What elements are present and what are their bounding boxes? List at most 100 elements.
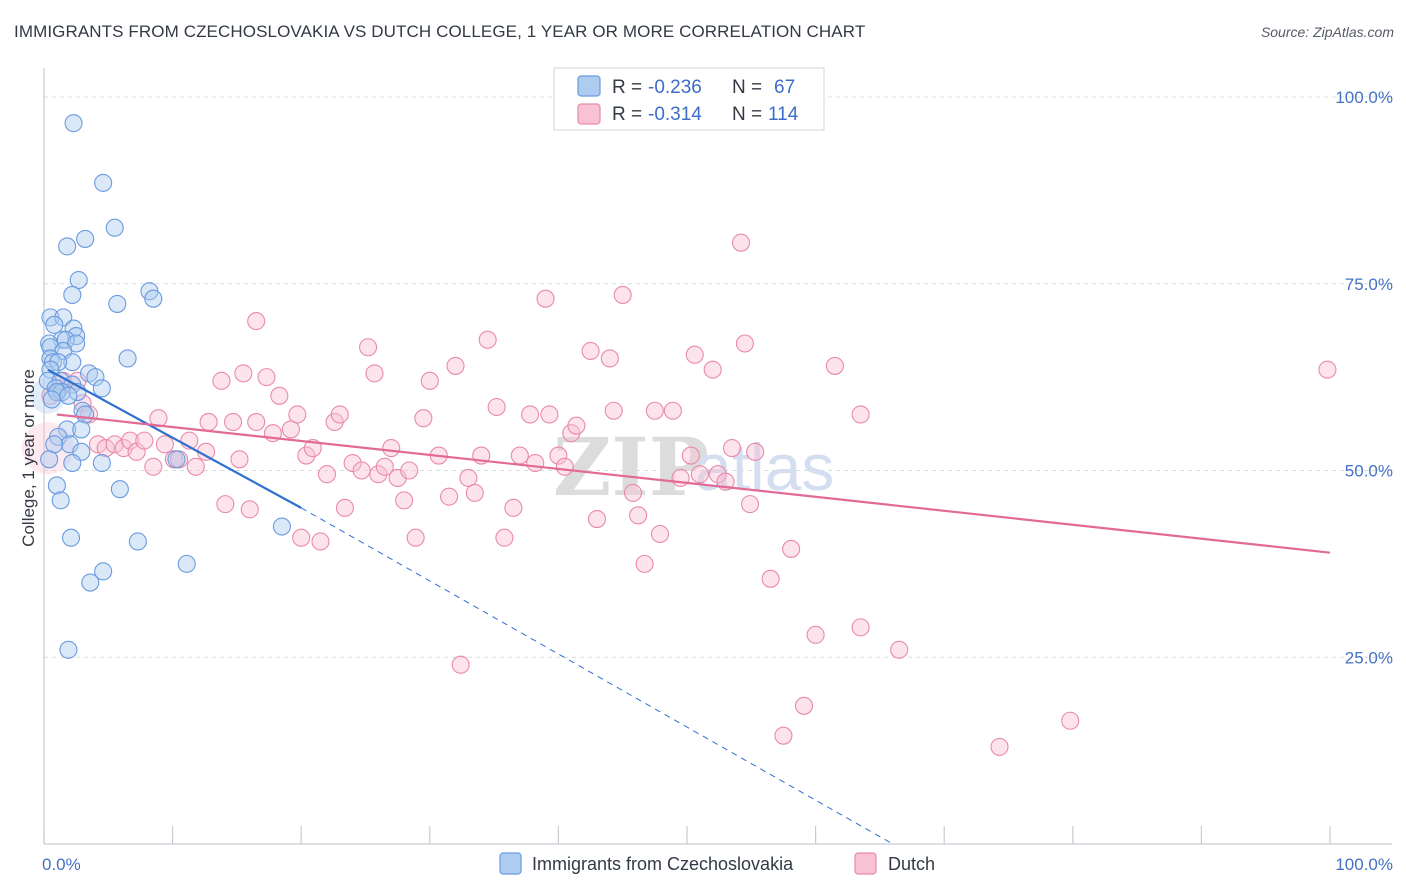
y-tick-label-2: 75.0% — [1345, 275, 1393, 294]
dutch-point-57 — [440, 487, 459, 506]
dutch-point-66 — [504, 498, 523, 517]
grid-lines — [44, 96, 1392, 658]
dutch-point-52 — [400, 461, 419, 480]
dutch-point-91 — [703, 360, 722, 379]
czech-point-25 — [49, 353, 68, 372]
dutch-point-10 — [121, 431, 140, 450]
dutch-point-55 — [420, 371, 439, 390]
y-tick-label-3: 100.0% — [1335, 88, 1393, 107]
dutch-point-99 — [761, 569, 780, 588]
dutch-point-63 — [478, 330, 497, 349]
dutch-point-38 — [311, 532, 330, 551]
czech-point-47 — [167, 450, 186, 469]
x-tick-label-1: 100.0% — [1335, 855, 1393, 874]
chart-title: IMMIGRANTS FROM CZECHOSLOVAKIA VS DUTCH … — [14, 22, 866, 41]
dutch-point-104 — [825, 356, 844, 375]
legend-n-label-1: N = — [732, 77, 762, 98]
dutch-point-27 — [240, 500, 259, 519]
x-tick-label-0: 0.0% — [42, 855, 81, 874]
dutch-point-13 — [144, 457, 163, 476]
dutch-point-103 — [806, 625, 825, 644]
dutch-point-100 — [774, 726, 793, 745]
series-legend: Immigrants from Czechoslovakia Dutch — [499, 852, 935, 875]
dutch-point-79 — [604, 401, 623, 420]
dutch-point-53 — [406, 528, 425, 547]
dutch-point-15 — [155, 435, 174, 454]
dutch-point-78 — [600, 349, 619, 368]
dutch-point-24 — [223, 412, 243, 431]
dutch-point-41 — [330, 405, 349, 424]
dutch-point-94 — [722, 439, 742, 458]
dutch-point-107 — [890, 640, 909, 659]
dutch-point-70 — [540, 405, 559, 424]
dutch-point-88 — [681, 446, 700, 465]
dutch-point-4 — [73, 394, 92, 413]
legend-r-value-1: -0.236 — [648, 77, 702, 98]
dutch-point-44 — [352, 461, 371, 480]
legend-r-label-2: R = — [612, 104, 642, 125]
dutch-point-21 — [199, 412, 218, 431]
dutch-point-90 — [690, 465, 709, 484]
czech-points — [29, 114, 291, 659]
dutch-point-34 — [288, 405, 307, 424]
dutch-point-64 — [487, 397, 506, 417]
y-tick-label-0: 25.0% — [1345, 648, 1393, 667]
dutch-point-85 — [650, 524, 670, 544]
czech-point-37 — [59, 386, 78, 405]
dutch-point-39 — [317, 465, 336, 484]
dutch-point-65 — [495, 528, 514, 547]
czech-point-4 — [58, 237, 77, 256]
dutch-trend-line — [56, 413, 1331, 554]
dutch-point-105 — [851, 405, 870, 424]
czech-trend-line — [47, 368, 302, 509]
czech-point-51 — [47, 476, 66, 495]
dutch-point-84 — [645, 401, 664, 420]
legend-swatch-blue — [577, 75, 601, 97]
czech-point-22 — [118, 349, 137, 368]
czech-point-53 — [51, 491, 70, 510]
dutch-point-33 — [281, 420, 300, 439]
dutch-point-42 — [335, 498, 354, 517]
czech-point-33 — [92, 379, 111, 398]
dutch-point-60 — [459, 468, 478, 488]
czech-point-28 — [86, 368, 105, 387]
czech-point-14 — [67, 326, 86, 346]
dutch-point-45 — [359, 338, 378, 357]
czech-point-58 — [94, 562, 113, 581]
dutch-point-67 — [510, 446, 529, 465]
legend-n-value-2: 114 — [768, 104, 799, 125]
dutch-point-12 — [135, 431, 154, 450]
czech-trend-extension — [300, 507, 894, 845]
czech-point-60 — [59, 640, 78, 659]
legend-n-label-2: N = — [732, 104, 762, 125]
czech-point-9 — [108, 294, 127, 313]
bottom-legend-swatch-dutch — [854, 852, 877, 875]
dutch-point-58 — [446, 356, 465, 375]
dutch-point-98 — [746, 442, 765, 461]
watermark: ZIP atlas — [553, 420, 834, 514]
legend-r-value-2: -0.314 — [648, 104, 702, 125]
dutch-point-43 — [343, 453, 362, 473]
czech-point-41 — [58, 420, 77, 439]
dutch-point-92 — [708, 465, 727, 484]
axes — [43, 68, 1392, 845]
stats-legend: R = -0.236 N = 67 R = -0.314 N = 114 — [553, 67, 825, 131]
czech-point-42 — [72, 420, 91, 439]
dutch-point-83 — [635, 554, 654, 573]
dutch-point-59 — [451, 655, 470, 674]
czech-point-40 — [76, 405, 95, 424]
dutch-point-71 — [536, 289, 555, 308]
dutch-point-81 — [623, 483, 643, 502]
legend-r-label-1: R = — [612, 77, 642, 98]
source-label: Source: ZipAtlas.com — [1260, 24, 1394, 40]
dutch-point-48 — [375, 457, 394, 476]
czech-point-1 — [94, 173, 113, 192]
dutch-point-86 — [663, 401, 682, 420]
czech-point-8 — [144, 289, 163, 308]
dutch-point-77 — [587, 510, 607, 529]
dutch-point-80 — [613, 285, 632, 305]
czech-point-59 — [81, 573, 100, 592]
dutch-point-49 — [382, 439, 401, 458]
dutch-point-23 — [216, 495, 235, 514]
dutch-point-32 — [270, 386, 289, 405]
